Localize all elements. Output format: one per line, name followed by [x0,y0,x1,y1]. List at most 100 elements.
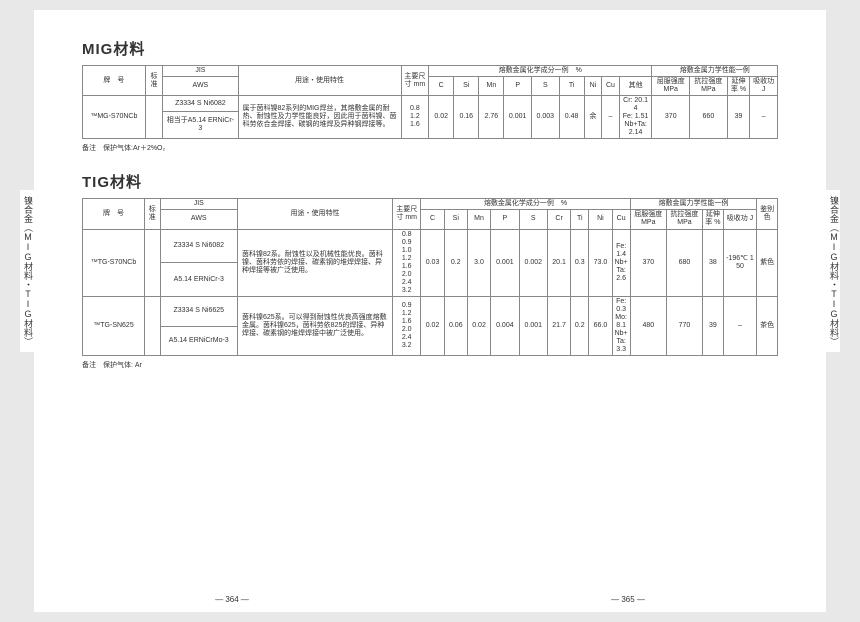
cell-jis: Z3334 S Ni6082 [163,96,238,112]
mig-table: 牌 号 标准 JIS 用途・使用特性 主要尺寸 mm 熔敷金属化学成分一例 % … [82,65,778,139]
cell-brand: ™TG-SN625 [83,296,145,355]
h-imp: 吸收功 J [723,210,757,229]
h-cr: Cr [547,210,570,229]
h-cu: Cu [602,77,620,96]
h-mn: Mn [479,77,504,96]
cell-ti: 0.48 [559,96,584,139]
h-aws: AWS [160,210,238,229]
h-ys: 屈服强度 MPa [652,77,690,96]
h-p: P [504,77,532,96]
cell-ni: 余 [584,96,602,139]
h-brand: 牌 号 [83,66,146,96]
cell-si: 0.16 [454,96,479,139]
page-left: — 364 — [215,595,249,604]
cell-ys: 480 [630,296,666,355]
cell-ys: 370 [630,229,666,296]
page-right: — 365 — [611,595,645,604]
h-std: 标准 [145,199,161,229]
cell-cr: 20.1 [547,229,570,296]
cell-jis: Z3334 S Ni6082 [160,229,238,263]
table-row: 牌 号 标准 JIS 用途・使用特性 主要尺寸 mm 熔敷金属化学成分一例 % … [83,66,778,77]
cell-size: 0.9 1.2 1.6 2.0 2.4 3.2 [393,296,421,355]
mig-title: MIG材料 [82,38,778,59]
h-aws: AWS [163,77,238,96]
cell-brand: ™MG-S70NCb [83,96,146,139]
cell-c: 0.02 [429,96,454,139]
cell-el: 39 [703,296,724,355]
h-std: 标准 [145,66,163,96]
cell-ts: 770 [666,296,702,355]
cell-imp: -196℃ 150 [723,229,757,296]
cell-si: 0.06 [444,296,467,355]
h-si: Si [444,210,467,229]
h-ni: Ni [584,77,602,96]
cell-c: 0.03 [421,229,444,296]
h-cu: Cu [612,210,630,229]
cell-std [145,96,163,139]
cell-p: 0.004 [491,296,519,355]
cell-jis: Z3334 S Ni6625 [160,296,238,326]
cell-ts: 660 [690,96,728,139]
cell-cu: – [602,96,620,139]
cell-c: 0.02 [421,296,444,355]
cell-color: 紫色 [757,229,778,296]
h-chem: 熔敷金属化学成分一例 % [421,199,630,210]
cell-std [145,229,161,296]
cell-ti: 0.3 [571,229,589,296]
h-size: 主要尺寸 mm [401,66,429,96]
cell-el: 38 [703,229,724,296]
h-use: 用途・使用特性 [238,199,393,229]
h-el: 延伸率 % [703,210,724,229]
h-mech: 熔敷金属力学性能一例 [630,199,757,210]
cell-aws: A5.14 ERNiCr-3 [160,263,238,297]
cell-p: 0.001 [504,96,532,139]
cell-ts: 680 [666,229,702,296]
h-ni: Ni [589,210,612,229]
cell-use: 属于茵科镍82系列的MIG焊丝，其熔敷金属的耐热、耐蚀性及力学性能良好，因此用于… [238,96,401,139]
cell-other: Fe: 0.3 Mo: 8.1 Nb+Ta: 3.3 [612,296,630,355]
h-c: C [429,77,454,96]
cell-el: 39 [727,96,750,139]
cell-ni: 66.0 [589,296,612,355]
cell-other: Fe: 1.4 Nb+Ta: 2.6 [612,229,630,296]
h-chem: 熔敷金属化学成分一例 % [429,66,652,77]
h-color: 鉴别色 [757,199,778,229]
h-imp: 吸收功 J [750,77,778,96]
cell-aws: 相当于A5.14 ERNiCr-3 [163,111,238,138]
h-jis: JIS [163,66,238,77]
tig-title: TIG材料 [82,171,778,192]
cell-brand: ™TG-S70NCb [83,229,145,296]
other-cr: Cr: 20.14 [622,97,650,113]
h-ts: 抗拉强度 MPa [666,210,702,229]
cell-use: 茵科镍82系。耐蚀性以及机械性能优良。茵科镍、茵科劳依的焊接、碳素钢的堆焊焊接、… [238,229,393,296]
cell-other: Cr: 20.14 Fe: 1.51 Nb+Ta: 2.14 [619,96,652,139]
cell-std [145,296,161,355]
h-ts: 抗拉强度 MPa [690,77,728,96]
tig-note: 备注 保护气体: Ar [82,360,778,370]
cell-mn: 0.02 [467,296,490,355]
table-row: ™TG-S70NCb Z3334 S Ni6082 茵科镍82系。耐蚀性以及机械… [83,229,778,263]
h-brand: 牌 号 [83,199,145,229]
side-tab-left: 镍合金（MIG材料・TIG材料） [20,190,34,352]
page-spread: MIG材料 牌 号 标准 JIS 用途・使用特性 主要尺寸 mm 熔敷金属化学成… [34,10,826,612]
h-c: C [421,210,444,229]
h-other: 其他 [619,77,652,96]
cell-mn: 2.76 [479,96,504,139]
h-s: S [519,210,547,229]
page-numbers: — 364 — — 365 — [34,595,826,604]
h-size: 主要尺寸 mm [393,199,421,229]
h-mn: Mn [467,210,490,229]
h-p: P [491,210,519,229]
cell-use: 茵科镍625系。可以得到耐蚀性优良高强度熔敷金属。茵科镍625，茵科劳依825的… [238,296,393,355]
side-tab-right: 镍合金（MIG材料・TIG材料） [826,190,840,352]
cell-s: 0.002 [519,229,547,296]
cell-size: 0.8 0.9 1.0 1.2 1.6 2.0 2.4 3.2 [393,229,421,296]
cell-imp: – [723,296,757,355]
h-jis: JIS [160,199,238,210]
h-ys: 屈服强度 MPa [630,210,666,229]
cell-ys: 370 [652,96,690,139]
table-row: ™MG-S70NCb Z3334 S Ni6082 属于茵科镍82系列的MIG焊… [83,96,778,112]
h-use: 用途・使用特性 [238,66,401,96]
table-row: 牌 号 标准 JIS 用途・使用特性 主要尺寸 mm 熔敷金属化学成分一例 % … [83,199,778,210]
cell-si: 0.2 [444,229,467,296]
